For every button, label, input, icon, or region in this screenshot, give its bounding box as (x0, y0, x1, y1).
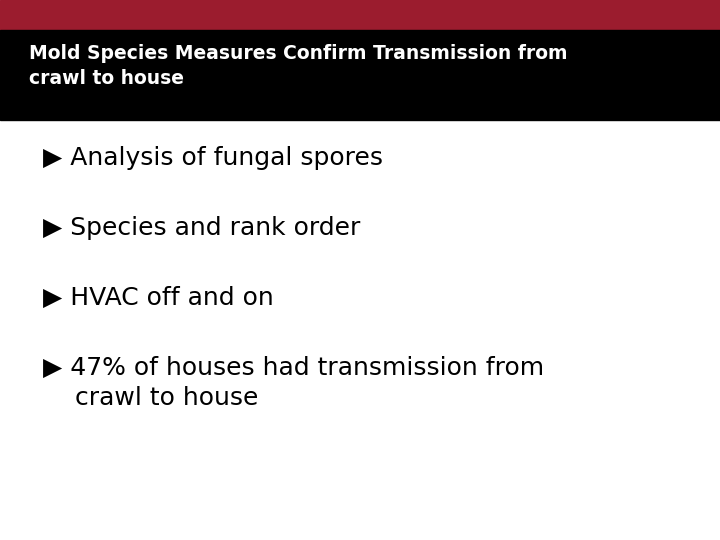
Bar (0, 0, 720, 30)
Text: ▶ 47% of houses had transmission from
    crawl to house: ▶ 47% of houses had transmission from cr… (43, 356, 544, 410)
Text: ▶ Analysis of fungal spores: ▶ Analysis of fungal spores (43, 146, 383, 170)
Text: Mold Species Measures Confirm Transmission from
crawl to house: Mold Species Measures Confirm Transmissi… (29, 44, 567, 87)
Text: ▶ Species and rank order: ▶ Species and rank order (43, 216, 361, 240)
Text: ▶ HVAC off and on: ▶ HVAC off and on (43, 286, 274, 310)
Bar (0, 30, 720, 120)
